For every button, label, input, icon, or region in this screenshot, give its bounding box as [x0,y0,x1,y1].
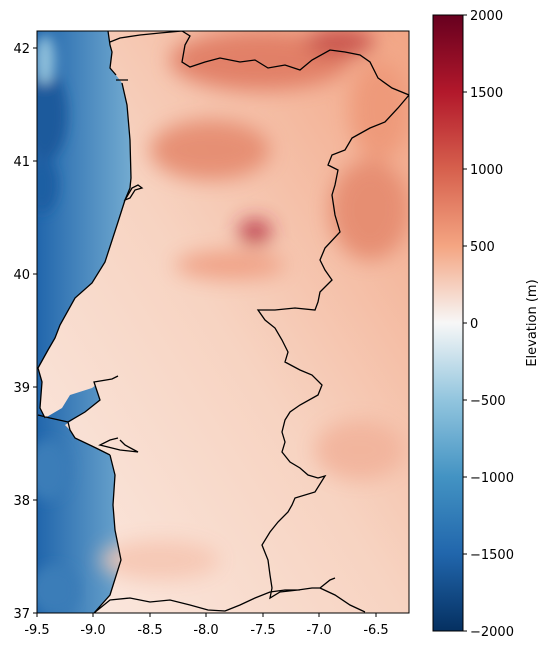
x-axis: -9.5 -9.0 -8.5 -8.0 -7.5 -7.0 -6.5 [24,613,389,638]
colorbar-gradient [433,15,463,631]
estuary-aveiro [123,184,144,202]
x-tick-label: -6.5 [363,623,388,638]
y-axis: 42 41 40 39 38 37 [13,42,37,622]
y-tick-label: 39 [13,381,30,396]
colorbar: 2000 1500 1000 500 0 −500 −1000 −1500 −2… [432,9,540,640]
x-tick-label: -9.5 [24,623,49,638]
colorbar-tick-label: −500 [470,394,506,409]
colorbar-tick-label: −2000 [470,625,514,640]
y-tick-label: 37 [13,607,30,622]
plot-frame [36,30,410,614]
colorbar-tick-label: 500 [470,240,495,255]
y-tick-label: 41 [13,155,30,170]
x-tick-label: -8.5 [137,623,162,638]
y-tick-label: 38 [13,494,30,509]
x-tick-label: -9.0 [80,623,105,638]
colorbar-tick-label: −1000 [470,471,514,486]
map-plot [37,31,409,613]
y-tick-label: 42 [13,42,30,57]
x-tick-label: -8.0 [193,623,218,638]
colorbar-tick-label: 2000 [470,9,503,24]
x-tick-label: -7.0 [306,623,331,638]
deep-ocean-patches [37,35,80,613]
colorbar-tick-label: −1500 [470,548,514,563]
colorbar-label: Elevation (m) [525,279,540,366]
y-tick-label: 40 [13,268,30,283]
colorbar-tick-label: 0 [470,317,478,332]
colorbar-tick-label: 1500 [470,86,503,101]
colorbar-tick-label: 1000 [470,163,503,178]
elevation-highlights [100,31,409,580]
portugal-border [37,31,409,613]
x-tick-label: -7.5 [250,623,275,638]
land-area [38,31,409,613]
